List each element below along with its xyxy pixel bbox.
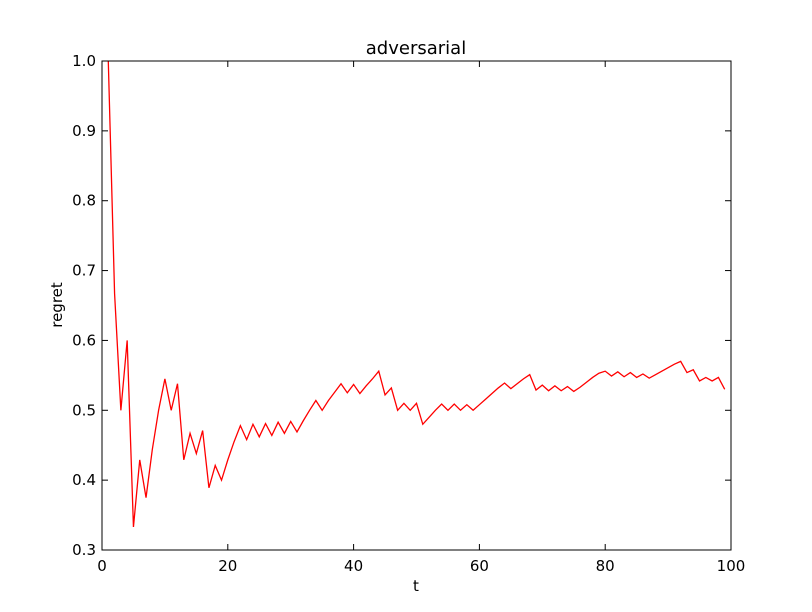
x-tick-label: 80	[596, 557, 615, 575]
y-tick-label: 0.6	[72, 331, 96, 349]
x-tick-label: 20	[218, 557, 237, 575]
y-tick-label: 1.0	[72, 52, 96, 70]
x-tick-label: 40	[344, 557, 363, 575]
x-tick-label: 100	[717, 557, 746, 575]
y-tick-label: 0.7	[72, 262, 96, 280]
y-axis-label: regret	[48, 282, 66, 328]
y-tick-label: 0.4	[72, 471, 96, 489]
y-tick-label: 0.8	[72, 192, 96, 210]
chart-title: adversarial	[366, 38, 466, 59]
x-tick-label: 0	[97, 557, 107, 575]
y-tick-label: 0.5	[72, 401, 96, 419]
x-axis-label: t	[413, 577, 419, 595]
y-tick-label: 0.9	[72, 122, 96, 140]
y-tick-label: 0.3	[72, 541, 96, 559]
x-tick-label: 60	[470, 557, 489, 575]
plot-frame	[101, 60, 732, 551]
series-line-regret	[107, 61, 726, 528]
plot-area	[102, 61, 731, 550]
